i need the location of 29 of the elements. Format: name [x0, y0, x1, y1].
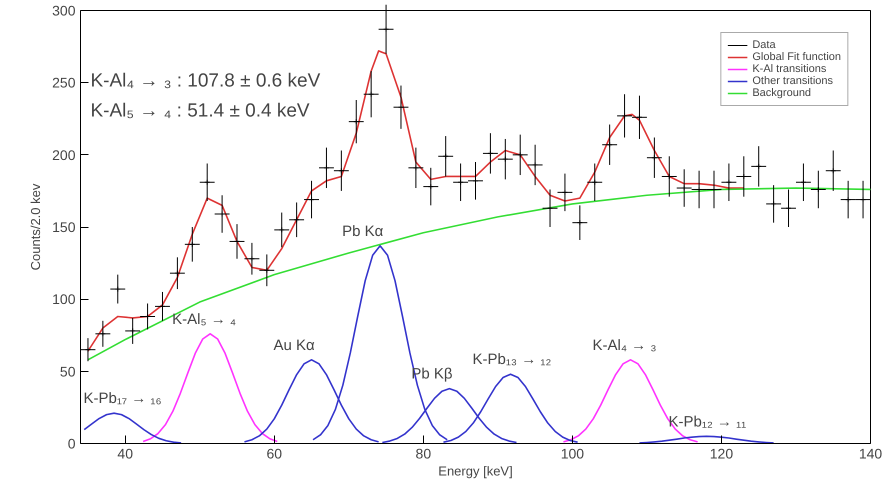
- annotation: K-Al₅ → ₄: [172, 310, 236, 328]
- y-tick-label: 100: [52, 291, 76, 308]
- legend-label: Global Fit function: [752, 51, 841, 63]
- y-tick-label: 150: [52, 219, 76, 235]
- y-tick-label: 200: [52, 146, 76, 163]
- x-tick-label: 140: [858, 446, 882, 462]
- annotation: Pb Kα: [342, 222, 384, 240]
- legend-label: Data: [752, 39, 776, 51]
- x-tick-label: 80: [416, 446, 432, 462]
- annotation: K-Al₄ → ₃: [592, 336, 656, 354]
- legend-label: Other transitions: [752, 75, 834, 87]
- x-tick-label: 120: [710, 446, 734, 462]
- y-axis-title: Counts/2.0 kev: [28, 183, 44, 270]
- annotation: Au Kα: [274, 336, 316, 354]
- legend-label: K-Al transitions: [752, 63, 826, 75]
- annotation: K-Pb₁₇ → ₁₆: [84, 390, 162, 408]
- y-tick-label: 0: [68, 436, 76, 452]
- y-tick-label: 50: [60, 363, 76, 380]
- y-tick-label: 250: [52, 74, 76, 91]
- x-axis-title: Energy [keV]: [438, 464, 513, 478]
- x-tick-label: 100: [560, 446, 584, 462]
- x-tick-label: 40: [117, 446, 134, 462]
- annotation: K-Al₅ → ₄ : 51.4 ± 0.4 keV: [90, 100, 310, 122]
- annotation: K-Pb₁₃ → ₁₂: [472, 351, 552, 368]
- annotation: K-Al₄ → ₃ : 107.8 ± 0.6 keV: [90, 70, 321, 92]
- annotation: K-Pb₁₂ → ₁₁: [668, 413, 746, 430]
- x-tick-label: 60: [266, 446, 282, 462]
- legend-label: Background: [752, 87, 812, 99]
- y-tick-label: 300: [52, 2, 76, 18]
